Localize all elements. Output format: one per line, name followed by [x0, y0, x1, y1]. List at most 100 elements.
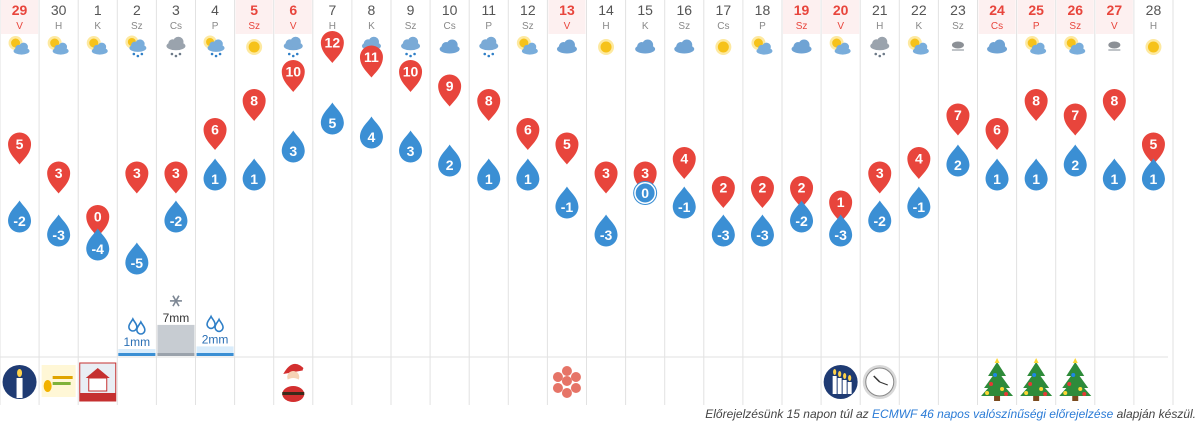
cloud-snow-icon — [870, 36, 890, 58]
min-temp-marker: 0 — [633, 181, 658, 205]
raindrop — [136, 320, 146, 335]
precip-bar-base — [196, 353, 234, 356]
tree-trunk — [994, 396, 1001, 401]
max-temp-label: 3 — [133, 165, 141, 181]
day-column-21: 21 H — [870, 2, 890, 58]
min-temp-label: -2 — [874, 213, 887, 229]
precip-dot — [214, 54, 218, 58]
day-column-28: 28 H — [1145, 2, 1162, 55]
partly-sunny-icon — [829, 36, 851, 55]
ecmwf-link[interactable]: ECMWF 46 napos valószínűségi előrejelzés… — [872, 407, 1114, 421]
ornament-petal — [570, 372, 581, 382]
weekday-label: Sz — [248, 21, 260, 32]
day-number: 26 — [1067, 2, 1083, 18]
weekday-label: V — [837, 21, 844, 32]
min-temp-drop — [868, 200, 892, 233]
max-temp-marker: 8 — [1024, 89, 1048, 121]
christmas-tree-icon — [1020, 358, 1053, 401]
min-temp-ring — [634, 182, 657, 204]
precip-amount-label: 2mm — [202, 332, 229, 346]
day-column-19: 19 Sz — [783, 0, 821, 54]
min-temp-label: 0 — [641, 185, 649, 201]
max-temp-label: 12 — [325, 35, 341, 51]
weekday-label: K — [368, 21, 375, 32]
cloud-puff — [97, 42, 107, 52]
day-number: 15 — [637, 2, 653, 18]
max-temp-pin — [907, 147, 931, 179]
cloud-snow-icon — [166, 36, 186, 58]
candle-flame — [17, 369, 23, 377]
max-temp-pin — [320, 31, 344, 63]
cloud-puff — [798, 39, 810, 51]
santa-claus-icon — [282, 363, 308, 402]
weekend-highlight — [548, 0, 586, 34]
min-temp-marker: -3 — [594, 214, 618, 247]
max-temp-label: 5 — [1150, 136, 1158, 152]
min-temp-marker: 1 — [985, 158, 1009, 191]
precip-dot — [178, 52, 182, 56]
max-temp-marker: 8 — [242, 89, 266, 121]
fog-cloud — [951, 41, 964, 49]
weekday-label: V — [16, 21, 23, 32]
max-temp-pin — [359, 45, 383, 78]
day-number: 10 — [442, 2, 458, 18]
precip-bar — [157, 324, 195, 355]
partly-sunny-icon — [751, 36, 773, 55]
footer-suffix: alapján készül. — [1116, 407, 1196, 421]
cloud-rain-sun-icon — [125, 35, 147, 58]
max-temp-pin — [946, 103, 970, 136]
candle-body — [837, 378, 842, 394]
precip-dot — [218, 52, 222, 56]
day-number: 25 — [1028, 2, 1044, 18]
cloud-puff — [213, 39, 223, 49]
min-temp-drop — [438, 144, 462, 177]
min-temp-drop — [594, 214, 618, 247]
day-column-20: 20 V — [822, 0, 860, 55]
precip-bar-base — [157, 353, 195, 356]
cloud-puff — [681, 39, 693, 51]
day-number: 7 — [328, 2, 336, 18]
candle-icon — [2, 365, 37, 399]
max-temp-label: 9 — [446, 78, 454, 94]
day-column-17: 17 Cs — [715, 2, 732, 55]
day-column-13: 13 V — [548, 0, 586, 54]
tree-trunk — [1072, 396, 1079, 401]
min-temp-label: -2 — [13, 213, 26, 229]
precip-dot — [174, 54, 178, 58]
min-temp-marker: 1 — [1024, 158, 1048, 191]
weekday-label: Sz — [796, 21, 808, 32]
min-temp-marker: 3 — [399, 130, 423, 163]
candle-flame — [838, 371, 842, 377]
cloud-icon — [987, 39, 1008, 54]
max-temp-label: 2 — [759, 180, 767, 196]
precip-dot — [287, 52, 291, 56]
tree-bauble — [1032, 373, 1037, 377]
min-temp-marker: -1 — [555, 186, 579, 219]
ornament-petal — [552, 372, 563, 382]
min-temp-marker: -2 — [8, 200, 32, 233]
santa-hat — [283, 363, 306, 374]
weekday-label: H — [1150, 21, 1157, 32]
partly-sunny-icon — [47, 36, 69, 55]
precip-dot — [132, 52, 136, 56]
day-number: 23 — [950, 2, 966, 18]
cloud-icon — [556, 39, 577, 54]
cloud-puff — [446, 39, 458, 51]
sun-disc — [600, 41, 612, 53]
cloud-rain-icon — [479, 36, 499, 58]
min-temp-drop — [633, 181, 658, 205]
precip-bar — [118, 349, 156, 355]
tree-bauble — [1082, 392, 1087, 396]
max-temp-pin — [477, 89, 501, 121]
sun-icon — [598, 39, 615, 55]
ornament-petal — [561, 388, 572, 398]
min-temp-drop — [164, 200, 188, 233]
min-temp-label: -4 — [92, 241, 105, 257]
tree-bottom — [1059, 378, 1092, 396]
ornament-petal — [561, 376, 572, 386]
max-temp-pin — [203, 118, 227, 150]
max-temp-label: 1 — [837, 194, 845, 210]
max-temp-pin — [594, 161, 618, 194]
max-temp-marker: 5 — [555, 132, 579, 165]
min-temp-label: 3 — [407, 143, 415, 159]
